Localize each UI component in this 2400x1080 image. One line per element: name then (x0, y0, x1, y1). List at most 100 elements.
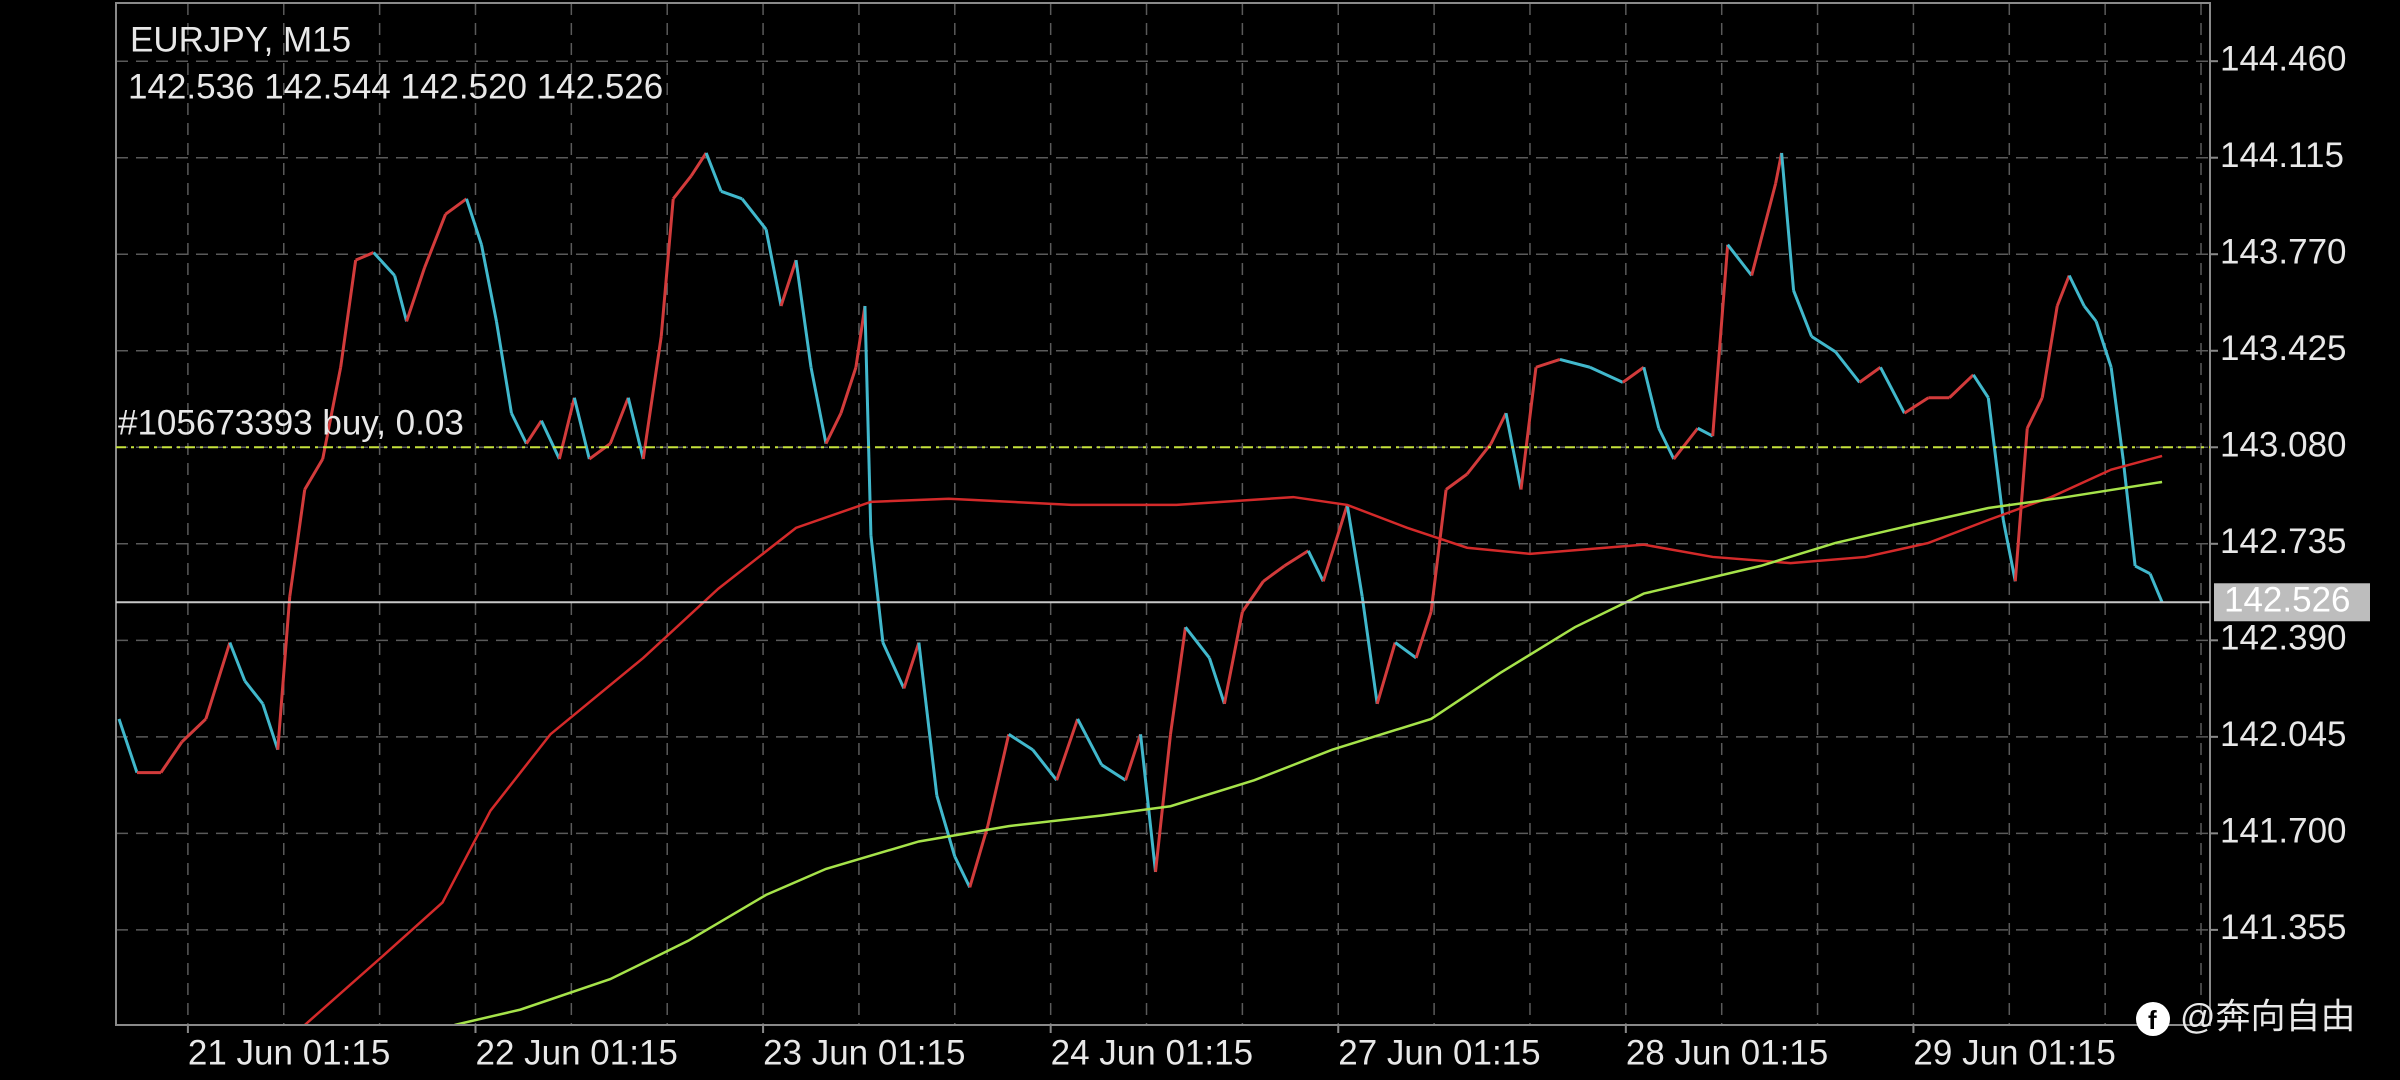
price-segment (953, 855, 972, 889)
price-segment (355, 251, 375, 262)
price-segment (1621, 366, 1645, 384)
plot-frame (115, 2, 2211, 1026)
price-segment (689, 152, 708, 177)
price-segment (1124, 733, 1142, 781)
price-segment (1100, 763, 1127, 782)
price-segment (261, 703, 280, 751)
x-tick-label: 21 Jun 01:15 (188, 1033, 390, 1072)
y-tick-label: 143.425 (2220, 329, 2347, 368)
price-segment (1697, 426, 1714, 438)
price-segment (444, 197, 468, 216)
x-tick-label: 23 Jun 01:15 (763, 1033, 965, 1072)
price-segment (1672, 427, 1699, 460)
price-segment (572, 397, 591, 460)
price-segment (659, 198, 675, 337)
price-segment (839, 366, 858, 414)
price-segment (276, 596, 292, 750)
price-segment (288, 489, 307, 597)
price-segment (1903, 396, 1930, 415)
price-segment (1810, 335, 1837, 354)
moving-average (303, 454, 2163, 1025)
x-tick-label: 22 Jun 01:15 (475, 1033, 677, 1072)
price-segment (986, 733, 1011, 827)
price-segment (1055, 718, 1080, 781)
price-segment (869, 535, 885, 643)
price-segment (1283, 549, 1310, 568)
price-segment (809, 366, 828, 444)
ohlc-readout: 142.536 142.544 142.520 142.526 (128, 67, 663, 106)
price-segment (117, 718, 139, 774)
watermark: f @奔向自由 (2136, 997, 2356, 1036)
price-segment (1858, 366, 1882, 384)
price-segment (2094, 320, 2113, 368)
y-tick-label: 142.390 (2220, 619, 2347, 658)
chart-title: EURJPY, M15 (130, 20, 351, 59)
price-segment (1465, 442, 1493, 476)
x-tick-label: 27 Jun 01:15 (1338, 1033, 1540, 1072)
price-segment (1222, 611, 1244, 705)
price-segment (405, 267, 426, 322)
price-segment (720, 189, 743, 201)
y-tick-label: 143.080 (2220, 426, 2347, 465)
price-segment (1262, 564, 1286, 583)
price-segment (1445, 472, 1468, 491)
price-segment (1986, 397, 2005, 521)
price-segment (2109, 367, 2125, 460)
price-segment (204, 642, 232, 720)
price-segment (1139, 734, 1158, 873)
price-segment (1948, 373, 1975, 399)
price-segment (1208, 657, 1226, 705)
watermark-icon (2136, 1002, 2170, 1036)
price-segment (1879, 366, 1906, 414)
price-segment (494, 321, 513, 414)
price-segment (626, 397, 645, 460)
price-segment (764, 229, 783, 307)
price-segment (339, 259, 358, 368)
moving-average (454, 480, 2163, 1025)
price-segment (2134, 564, 2151, 576)
y-tick-label: 141.355 (2220, 908, 2347, 947)
price-segment (1489, 412, 1508, 445)
price-segment (1792, 290, 1813, 338)
y-tick-label: 142.045 (2220, 715, 2347, 754)
price-segment (1031, 748, 1058, 782)
price-segment (510, 412, 528, 445)
y-tick-label: 142.735 (2220, 522, 2347, 561)
price-segment (672, 174, 693, 200)
price-segment (902, 642, 921, 689)
price-segment (525, 419, 543, 445)
price-segment (540, 420, 561, 460)
price-segment (2040, 305, 2059, 398)
price-segment (588, 442, 612, 461)
price-segment (1711, 244, 1730, 437)
price-segment (1750, 183, 1778, 276)
price-segment (968, 825, 990, 888)
price-segment (1076, 718, 1103, 766)
price-segment (1559, 357, 1591, 369)
price-segment (1589, 365, 1624, 384)
x-tick-label: 24 Jun 01:15 (1051, 1033, 1253, 1072)
price-segment (863, 305, 873, 536)
current-price-label: 142.526 (2224, 581, 2351, 620)
price-segment (465, 198, 483, 246)
x-tick-label: 29 Jun 01:15 (1913, 1033, 2115, 1072)
price-segment (393, 275, 409, 322)
price-segment (2082, 305, 2098, 323)
price-segment (824, 412, 843, 445)
price-segment (228, 642, 247, 682)
price-segment (1429, 489, 1448, 612)
price-segment (2067, 274, 2086, 307)
price-segment (321, 366, 343, 460)
price-segment (2055, 274, 2071, 307)
price-segment (303, 458, 324, 491)
price-segment (1535, 358, 1561, 369)
price-segment (1345, 504, 1364, 597)
price-segment (1642, 366, 1661, 429)
price-segment (917, 642, 939, 796)
y-tick-label: 144.460 (2220, 39, 2347, 78)
price-segment (935, 795, 957, 858)
price-segment (2025, 397, 2044, 429)
price-segment (704, 152, 723, 192)
